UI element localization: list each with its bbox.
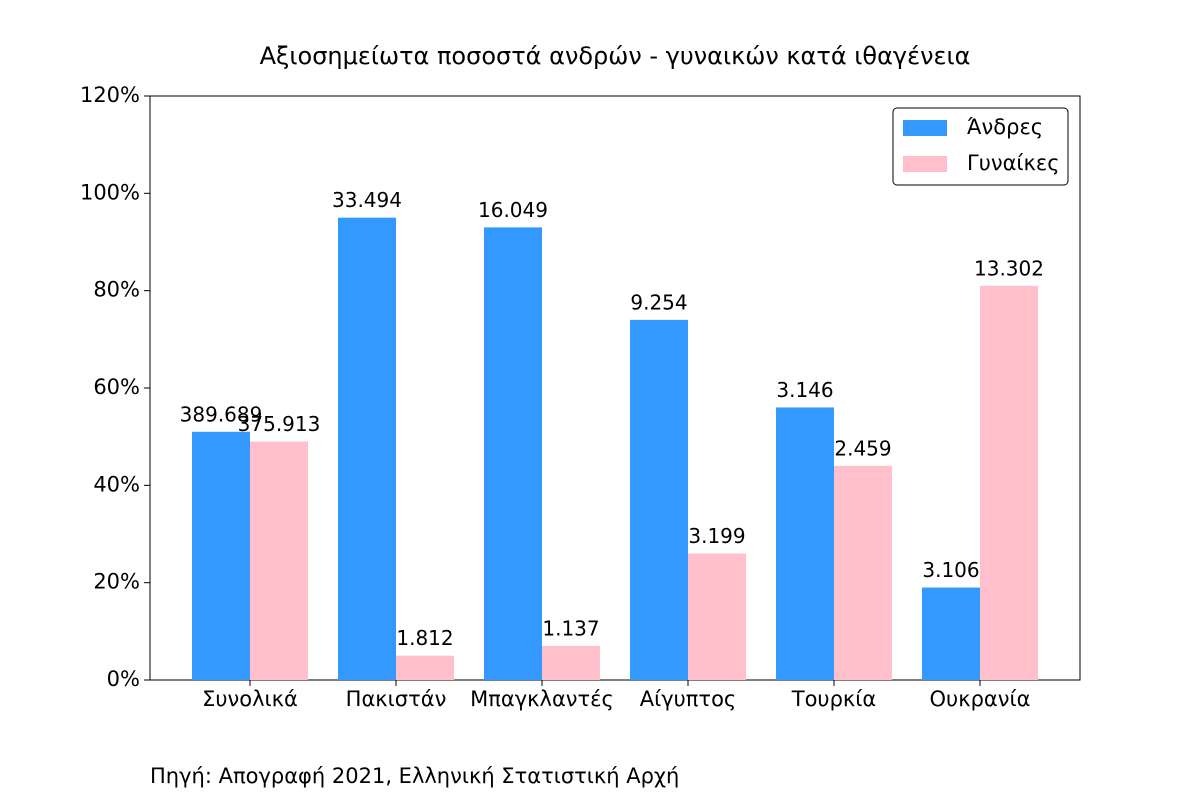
y-tick-label: 0% bbox=[107, 667, 140, 691]
count-label: 2.459 bbox=[834, 436, 891, 460]
x-tick-label: Μπαγκλαντές bbox=[470, 687, 614, 711]
legend-swatch bbox=[903, 156, 947, 172]
y-tick-label: 20% bbox=[93, 570, 140, 594]
count-label: 33.494 bbox=[332, 188, 402, 212]
bar bbox=[688, 553, 746, 680]
bar bbox=[396, 655, 454, 680]
bar bbox=[250, 441, 308, 680]
x-tick-label: Ουκρανία bbox=[930, 687, 1031, 711]
legend-label: Γυναίκες bbox=[967, 151, 1060, 175]
x-tick-label: Πακιστάν bbox=[346, 687, 447, 711]
count-label: 3.146 bbox=[776, 378, 833, 402]
x-tick-label: Συνολικά bbox=[202, 687, 298, 711]
count-label: 16.049 bbox=[478, 198, 548, 222]
x-tick-label: Αίγυπτος bbox=[640, 687, 737, 711]
chart-title: Αξιοσημείωτα ποσοστά ανδρών - γυναικών κ… bbox=[260, 42, 971, 70]
bar bbox=[922, 587, 980, 680]
legend-swatch bbox=[903, 120, 947, 136]
bar bbox=[338, 217, 396, 680]
count-label: 13.302 bbox=[974, 256, 1044, 280]
x-tick-label: Τουρκία bbox=[791, 687, 876, 711]
count-label: 3.106 bbox=[922, 558, 979, 582]
y-tick-label: 40% bbox=[93, 472, 140, 496]
bar bbox=[776, 407, 834, 680]
bar bbox=[192, 431, 250, 680]
count-label: 1.812 bbox=[396, 626, 453, 650]
y-tick-label: 120% bbox=[80, 83, 140, 107]
y-tick-label: 80% bbox=[93, 278, 140, 302]
count-label: 9.254 bbox=[630, 290, 687, 314]
bar bbox=[834, 465, 892, 680]
source-note: Πηγή: Απογραφή 2021, Ελληνική Στατιστική… bbox=[150, 764, 679, 788]
legend-label: Άνδρες bbox=[967, 115, 1043, 139]
bar bbox=[980, 285, 1038, 680]
bar bbox=[484, 227, 542, 680]
count-label: 3.199 bbox=[688, 524, 745, 548]
y-tick-label: 60% bbox=[93, 375, 140, 399]
count-label: 389.689 bbox=[180, 402, 263, 426]
bar bbox=[630, 319, 688, 680]
bar bbox=[542, 645, 600, 680]
count-label: 375.913 bbox=[238, 412, 321, 436]
y-tick-label: 100% bbox=[80, 180, 140, 204]
count-label: 1.137 bbox=[542, 616, 599, 640]
